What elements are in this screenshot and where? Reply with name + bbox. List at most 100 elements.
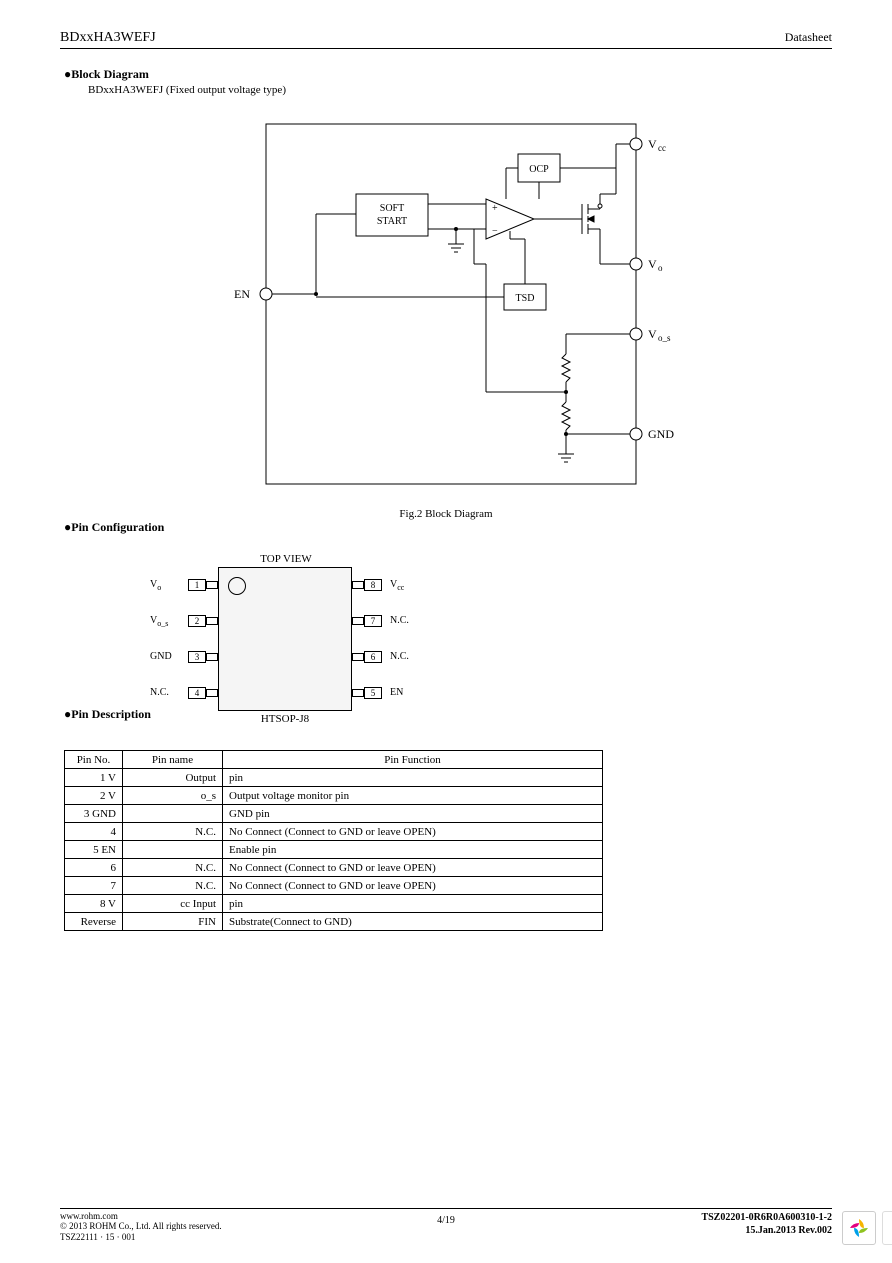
pin-label: Vo_s — [150, 615, 168, 628]
svg-text:cc: cc — [658, 143, 666, 153]
block-diagram-svg: EN V cc V o V o_s GND SOFT START OCP — [186, 104, 706, 504]
table-cell: GND pin — [223, 805, 603, 823]
table-cell: N.C. — [123, 877, 223, 895]
svg-text:o_s: o_s — [658, 333, 671, 343]
svg-text:START: START — [377, 216, 407, 227]
table-row: 4N.C.No Connect (Connect to GND or leave… — [65, 823, 603, 841]
svg-text:OCP: OCP — [529, 164, 549, 175]
block-diagram-figure: EN V cc V o V o_s GND SOFT START OCP — [60, 104, 832, 504]
pin-number-box: 8 — [364, 579, 382, 591]
logo-icon[interactable] — [842, 1211, 876, 1245]
pin-number: 1 — [195, 580, 200, 590]
pin-number: 4 — [195, 688, 200, 698]
table-cell: 2 V — [65, 787, 123, 805]
footer-tsz-code: TSZ02201-0R6R0A600310-1-2 — [701, 1211, 832, 1224]
pin-description-section: ●Pin Description Pin No. Pin name Pin Fu… — [60, 707, 832, 931]
table-cell: N.C. — [123, 823, 223, 841]
pin-number-box: 3 — [188, 651, 206, 663]
svg-text:−: − — [492, 226, 498, 237]
pin-lead — [352, 617, 364, 625]
next-page-button[interactable]: › — [882, 1211, 892, 1245]
table-cell: 7 — [65, 877, 123, 895]
pin-label: Vo — [150, 579, 161, 592]
svg-text:+: + — [492, 203, 498, 214]
table-row: 8 Vcc Inputpin — [65, 895, 603, 913]
block-diagram-subtitle: BDxxHA3WEFJ (Fixed output voltage type) — [88, 84, 832, 96]
figure-caption: Fig.2 Block Diagram — [60, 508, 832, 520]
chip-diagram: 1 Vo 2 Vo_s 3 GND 4 N.C. 8 Vcc 7 N.C. 6 … — [150, 567, 420, 717]
table-header: Pin No. — [65, 751, 123, 769]
table-cell: 5 EN — [65, 841, 123, 859]
pin-description-table: Pin No. Pin name Pin Function 1 VOutputp… — [64, 750, 603, 931]
page-header: BDxxHA3WEFJ Datasheet — [60, 30, 832, 49]
table-cell: Substrate(Connect to GND) — [223, 913, 603, 931]
pin-configuration-section: ●Pin Configuration TOP VIEW 1 Vo 2 Vo_s … — [60, 520, 832, 717]
footer-date-rev: 15.Jan.2013 Rev.002 — [701, 1224, 832, 1237]
table-cell: FIN — [123, 913, 223, 931]
svg-text:o: o — [658, 263, 663, 273]
table-cell — [123, 805, 223, 823]
svg-text:TSD: TSD — [516, 293, 535, 304]
svg-text:V: V — [648, 137, 657, 151]
table-cell: 3 GND — [65, 805, 123, 823]
table-row: 1 VOutputpin — [65, 769, 603, 787]
svg-text:EN: EN — [234, 287, 250, 301]
svg-text:GND: GND — [648, 427, 674, 441]
document-type: Datasheet — [785, 30, 832, 45]
svg-text:V: V — [648, 257, 657, 271]
pin-number: 5 — [371, 688, 376, 698]
table-cell: 6 — [65, 859, 123, 877]
pin-lead — [206, 581, 218, 589]
block-diagram-section: ●Block Diagram BDxxHA3WEFJ (Fixed output… — [60, 67, 832, 520]
table-cell: Reverse — [65, 913, 123, 931]
table-row: ReverseFINSubstrate(Connect to GND) — [65, 913, 603, 931]
footer-url: www.rohm.com — [60, 1211, 222, 1222]
pin-lead — [206, 617, 218, 625]
table-row: 3 GND GND pin — [65, 805, 603, 823]
pin-number-box: 7 — [364, 615, 382, 627]
table-cell: No Connect (Connect to GND or leave OPEN… — [223, 877, 603, 895]
table-cell: 1 V — [65, 769, 123, 787]
footer-copyright: © 2013 ROHM Co., Ltd. All rights reserve… — [60, 1221, 222, 1232]
table-cell: 8 V — [65, 895, 123, 913]
pin-lead — [352, 581, 364, 589]
table-cell: Output voltage monitor pin — [223, 787, 603, 805]
table-row: 5 ENEnable pin — [65, 841, 603, 859]
pin-label: Vcc — [390, 579, 404, 592]
table-row: 6N.C.No Connect (Connect to GND or leave… — [65, 859, 603, 877]
pin-label: N.C. — [390, 651, 409, 662]
pin-label: GND — [150, 651, 172, 662]
pin-number-box: 1 — [188, 579, 206, 591]
table-cell: o_s — [123, 787, 223, 805]
pin1-indicator — [228, 577, 246, 595]
pin-label: EN — [390, 687, 403, 698]
package-label: HTSOP-J8 — [218, 713, 352, 725]
table-cell: No Connect (Connect to GND or leave OPEN… — [223, 859, 603, 877]
pin-lead — [352, 653, 364, 661]
table-cell: N.C. — [123, 859, 223, 877]
pin-lead — [206, 689, 218, 697]
pin-number: 3 — [195, 652, 200, 662]
svg-text:V: V — [648, 327, 657, 341]
pin-number: 8 — [371, 580, 376, 590]
svg-text:SOFT: SOFT — [380, 203, 404, 214]
pin-lead — [352, 689, 364, 697]
pin-number-box: 4 — [188, 687, 206, 699]
table-cell: cc Input — [123, 895, 223, 913]
table-cell: Output — [123, 769, 223, 787]
table-header: Pin name — [123, 751, 223, 769]
pin-label: N.C. — [390, 615, 409, 626]
table-cell: 4 — [65, 823, 123, 841]
table-row: 7N.C.No Connect (Connect to GND or leave… — [65, 877, 603, 895]
section-title-block-diagram: ●Block Diagram — [64, 67, 832, 82]
pin-number-box: 6 — [364, 651, 382, 663]
table-cell — [123, 841, 223, 859]
top-view-label: TOP VIEW — [216, 553, 356, 565]
section-title-pin-config: ●Pin Configuration — [64, 520, 832, 535]
footer-right: TSZ02201-0R6R0A600310-1-2 15.Jan.2013 Re… — [701, 1211, 832, 1237]
pin-label: N.C. — [150, 687, 169, 698]
pin-number: 6 — [371, 652, 376, 662]
table-header: Pin Function — [223, 751, 603, 769]
table-header-row: Pin No. Pin name Pin Function — [65, 751, 603, 769]
footer-left: www.rohm.com © 2013 ROHM Co., Ltd. All r… — [60, 1211, 222, 1243]
